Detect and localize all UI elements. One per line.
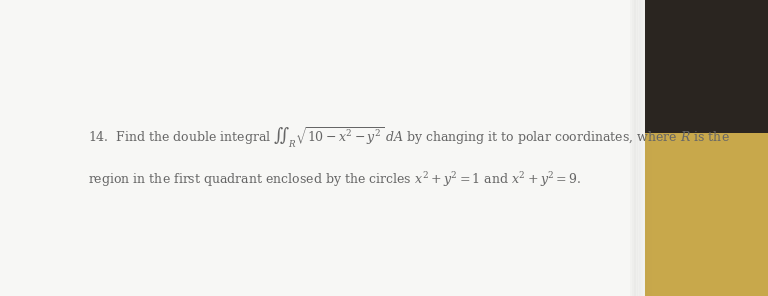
FancyBboxPatch shape xyxy=(630,133,768,296)
FancyBboxPatch shape xyxy=(0,0,668,296)
FancyBboxPatch shape xyxy=(0,0,645,296)
FancyBboxPatch shape xyxy=(614,0,768,207)
Text: 14.  Find the double integral $\iint_R \sqrt{10 - x^2 - y^2}\; dA$ by changing i: 14. Find the double integral $\iint_R \s… xyxy=(88,126,730,150)
Text: region in the first quadrant enclosed by the circles $x^2 + y^2 = 1$ and $x^2 + : region in the first quadrant enclosed by… xyxy=(88,170,582,189)
